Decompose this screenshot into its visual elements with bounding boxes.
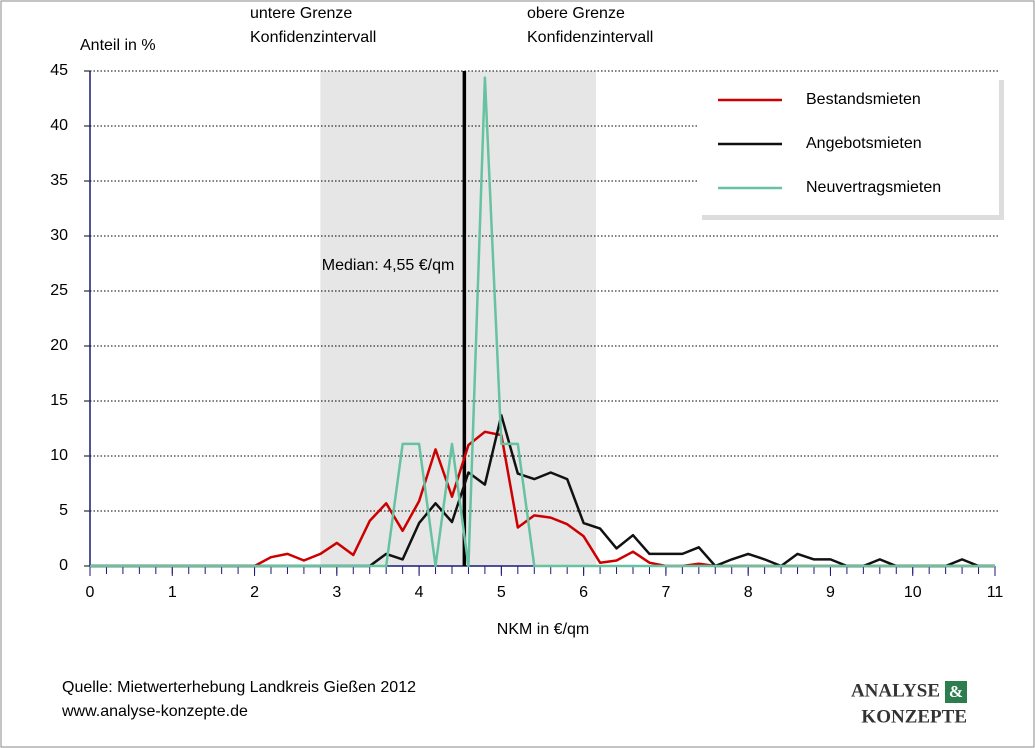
legend-label: Angebotsmieten [806, 135, 922, 152]
source: Quelle: Mietwerterhebung Landkreis Gieße… [62, 679, 416, 696]
annotation: Konfidenzintervall [250, 29, 376, 46]
x-tick-label: 0 [86, 584, 95, 601]
annotation: Konfidenzintervall [527, 29, 653, 46]
x-tick-label: 2 [250, 584, 259, 601]
x-tick-label: 6 [579, 584, 588, 601]
y-axis-label: Anteil in % [80, 37, 156, 54]
x-tick-label: 3 [332, 584, 341, 601]
y-tick-label: 15 [50, 392, 68, 409]
y-tick-label: 45 [50, 62, 68, 79]
logo: KONZEPTE [861, 706, 967, 727]
x-tick-label: 5 [497, 584, 506, 601]
y-tick-label: 5 [59, 502, 68, 519]
median-label: Median: 4,55 €/qm [322, 257, 455, 274]
legend-label: Neuvertragsmieten [806, 179, 941, 196]
y-tick-label: 35 [50, 172, 68, 189]
x-axis-label: NKM in €/qm [497, 621, 589, 638]
x-tick-label: 9 [826, 584, 835, 601]
x-tick-label: 1 [168, 584, 177, 601]
y-tick-label: 30 [50, 227, 68, 244]
source: www.analyse-konzepte.de [61, 703, 248, 720]
logo-box [945, 681, 967, 703]
legend-label: Bestandsmieten [806, 91, 921, 108]
x-tick-label: 8 [744, 584, 753, 601]
logo: & [949, 682, 963, 701]
annotation: obere Grenze [527, 5, 625, 22]
y-tick-label: 10 [50, 447, 68, 464]
x-tick-label: 4 [415, 584, 424, 601]
series-line [90, 76, 995, 568]
x-tick-label: 7 [661, 584, 670, 601]
annotation: untere Grenze [250, 5, 352, 22]
x-tick-label: 11 [987, 584, 1004, 601]
y-tick-label: 25 [50, 282, 68, 299]
x-tick-label: 10 [904, 584, 922, 601]
y-tick-label: 40 [50, 117, 68, 134]
y-tick-label: 0 [59, 557, 68, 574]
y-tick-label: 20 [50, 337, 68, 354]
logo: ANALYSE [851, 680, 940, 701]
